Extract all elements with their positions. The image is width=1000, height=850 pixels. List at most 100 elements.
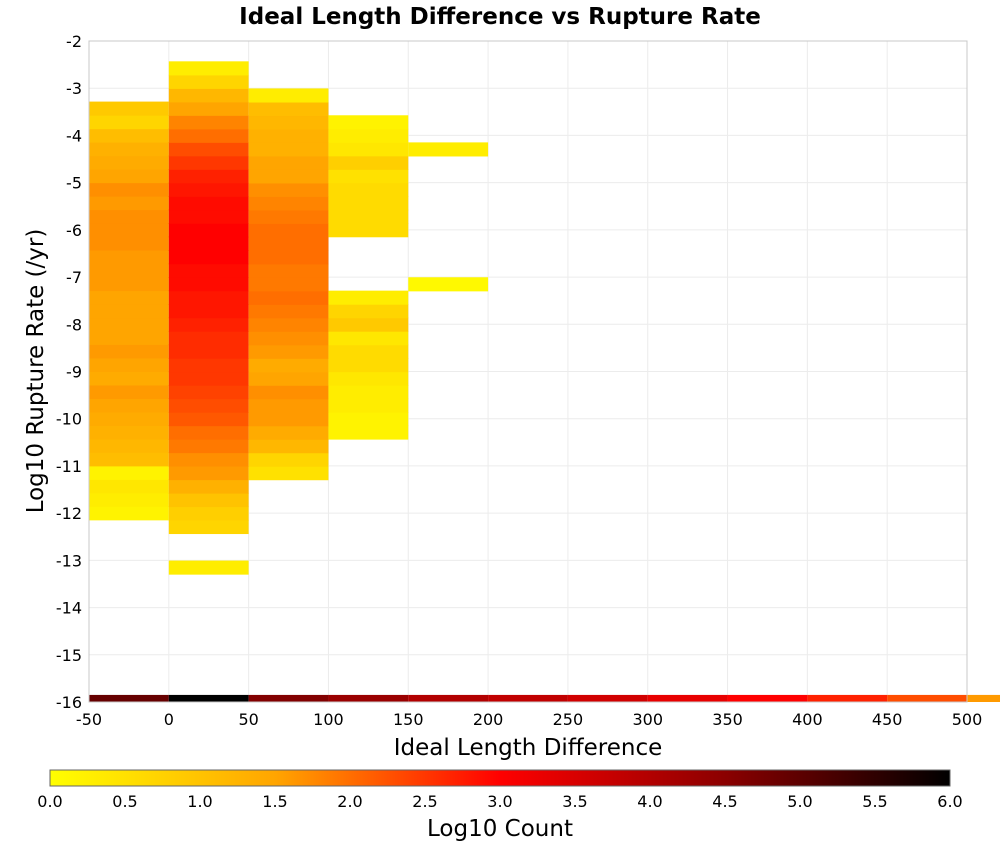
heatmap-cell xyxy=(89,303,169,319)
y-tick-label: -12 xyxy=(56,504,82,523)
heatmap-cell xyxy=(248,398,329,413)
heatmap-cell xyxy=(248,169,329,184)
heatmap-cell xyxy=(168,519,249,535)
heatmap-cell xyxy=(168,506,249,521)
heatmap-cell xyxy=(89,169,169,184)
heatmap-cell xyxy=(168,479,249,494)
heatmap-cell xyxy=(328,412,409,427)
heatmap-cell xyxy=(248,466,329,481)
heatmap-cell xyxy=(168,250,249,265)
colorbar-tick-label: 0.0 xyxy=(37,792,62,811)
bottom-strip xyxy=(89,694,1000,702)
heatmap-cell xyxy=(248,452,329,467)
strip-cell xyxy=(248,694,329,702)
heatmap-cell xyxy=(168,61,249,76)
y-tick-label: -5 xyxy=(66,174,82,193)
strip-cell xyxy=(168,694,249,702)
heatmap-cell xyxy=(89,371,169,386)
strip-cell xyxy=(887,694,967,702)
y-tick-label: -8 xyxy=(66,315,82,334)
heatmap-cell xyxy=(248,304,329,319)
plot-frame xyxy=(88,40,968,703)
heatmap-cell xyxy=(248,142,329,157)
heatmap-cell xyxy=(89,115,169,130)
strip-cell xyxy=(89,694,169,702)
heatmap-cell xyxy=(408,277,489,292)
heatmap-cell xyxy=(328,290,409,305)
heatmap-cell xyxy=(89,317,169,332)
x-tick-label: 350 xyxy=(712,710,743,729)
heatmap-cell xyxy=(168,74,249,89)
heatmap-cell xyxy=(328,304,409,319)
heatmap-cell xyxy=(248,196,329,211)
heatmap-cell xyxy=(168,196,249,211)
heatmap-cell xyxy=(328,155,409,170)
strip-cell xyxy=(328,694,409,702)
heatmap-cell xyxy=(248,344,329,359)
y-tick-label: -14 xyxy=(56,599,82,618)
y-axis-label: Log10 Rupture Rate (/yr) xyxy=(23,229,49,514)
x-tick-label: 0 xyxy=(164,710,174,729)
heatmap-cell xyxy=(89,398,169,413)
heatmap-cell xyxy=(328,182,409,197)
x-tick-label: 150 xyxy=(393,710,424,729)
heatmap-cell xyxy=(168,142,249,157)
heatmap-cell xyxy=(408,142,489,157)
heatmap-cell xyxy=(89,492,169,507)
strip-cell xyxy=(408,694,489,702)
heatmap-cell xyxy=(168,344,249,359)
heatmap-cell xyxy=(248,115,329,130)
heatmap-cell xyxy=(248,101,329,117)
heatmap-cell xyxy=(89,425,169,440)
y-tick-label: -11 xyxy=(56,457,82,476)
heatmap-cell xyxy=(89,344,169,359)
heatmap-cell xyxy=(328,115,409,130)
strip-cell xyxy=(807,694,888,702)
heatmap-cell xyxy=(89,384,169,399)
heatmap-cell xyxy=(248,182,329,197)
colorbar-tick-label: 3.5 xyxy=(562,792,587,811)
heatmap-cell xyxy=(168,169,249,184)
strip-cell xyxy=(967,694,1000,702)
heatmap-cell xyxy=(328,371,409,386)
y-tick-label: -3 xyxy=(66,79,82,98)
heatmap-cell xyxy=(248,277,329,292)
colorbar-tick-label: 3.0 xyxy=(487,792,512,811)
heatmap-cell xyxy=(89,276,169,292)
heatmap-cell xyxy=(248,358,329,373)
heatmap-cell xyxy=(89,128,169,143)
heatmap-cell xyxy=(248,371,329,386)
y-tick-label: -9 xyxy=(66,363,82,382)
heatmap-cell xyxy=(248,412,329,427)
colorbar-tick-label: 2.0 xyxy=(337,792,362,811)
heatmap-cell xyxy=(248,263,329,278)
heatmap-cell xyxy=(168,155,249,170)
heatmap-cell xyxy=(248,331,329,346)
colorbar-tick-labels: 0.0 0.5 1.0 1.5 2.0 2.5 3.0 3.5 4.0 4.5 5.0 5.5 6.0 xyxy=(37,792,962,811)
heatmap-cell xyxy=(328,425,409,440)
heatmap-cell xyxy=(168,492,249,508)
heatmap-cell xyxy=(89,290,169,305)
strip-cell xyxy=(488,694,568,702)
heatmap-cell xyxy=(89,209,169,224)
heatmap-cell xyxy=(248,290,329,305)
heatmap-cell xyxy=(328,128,409,143)
colorbar-tick-label: 6.0 xyxy=(937,792,962,811)
colorbar-tick-label: 2.5 xyxy=(412,792,437,811)
colorbar-tick-label: 5.5 xyxy=(862,792,887,811)
y-tick-label: -6 xyxy=(66,221,82,240)
heatmap-cell xyxy=(168,371,249,386)
y-tick-label: -2 xyxy=(66,32,82,51)
y-tick-label: -10 xyxy=(56,410,82,429)
heatmap-cell xyxy=(248,209,329,224)
strip-cell xyxy=(727,694,808,702)
heatmap-cell xyxy=(168,425,249,440)
heatmap-cell xyxy=(168,560,249,575)
x-tick-labels: -50 0 50 100 150 200 250 300 350 400 450 500 xyxy=(76,710,982,729)
x-tick-label: 450 xyxy=(872,710,903,729)
heatmap-cell xyxy=(328,317,409,332)
heatmap-cell xyxy=(89,222,169,238)
heatmap-cell xyxy=(328,209,409,224)
x-tick-label: 200 xyxy=(473,710,504,729)
